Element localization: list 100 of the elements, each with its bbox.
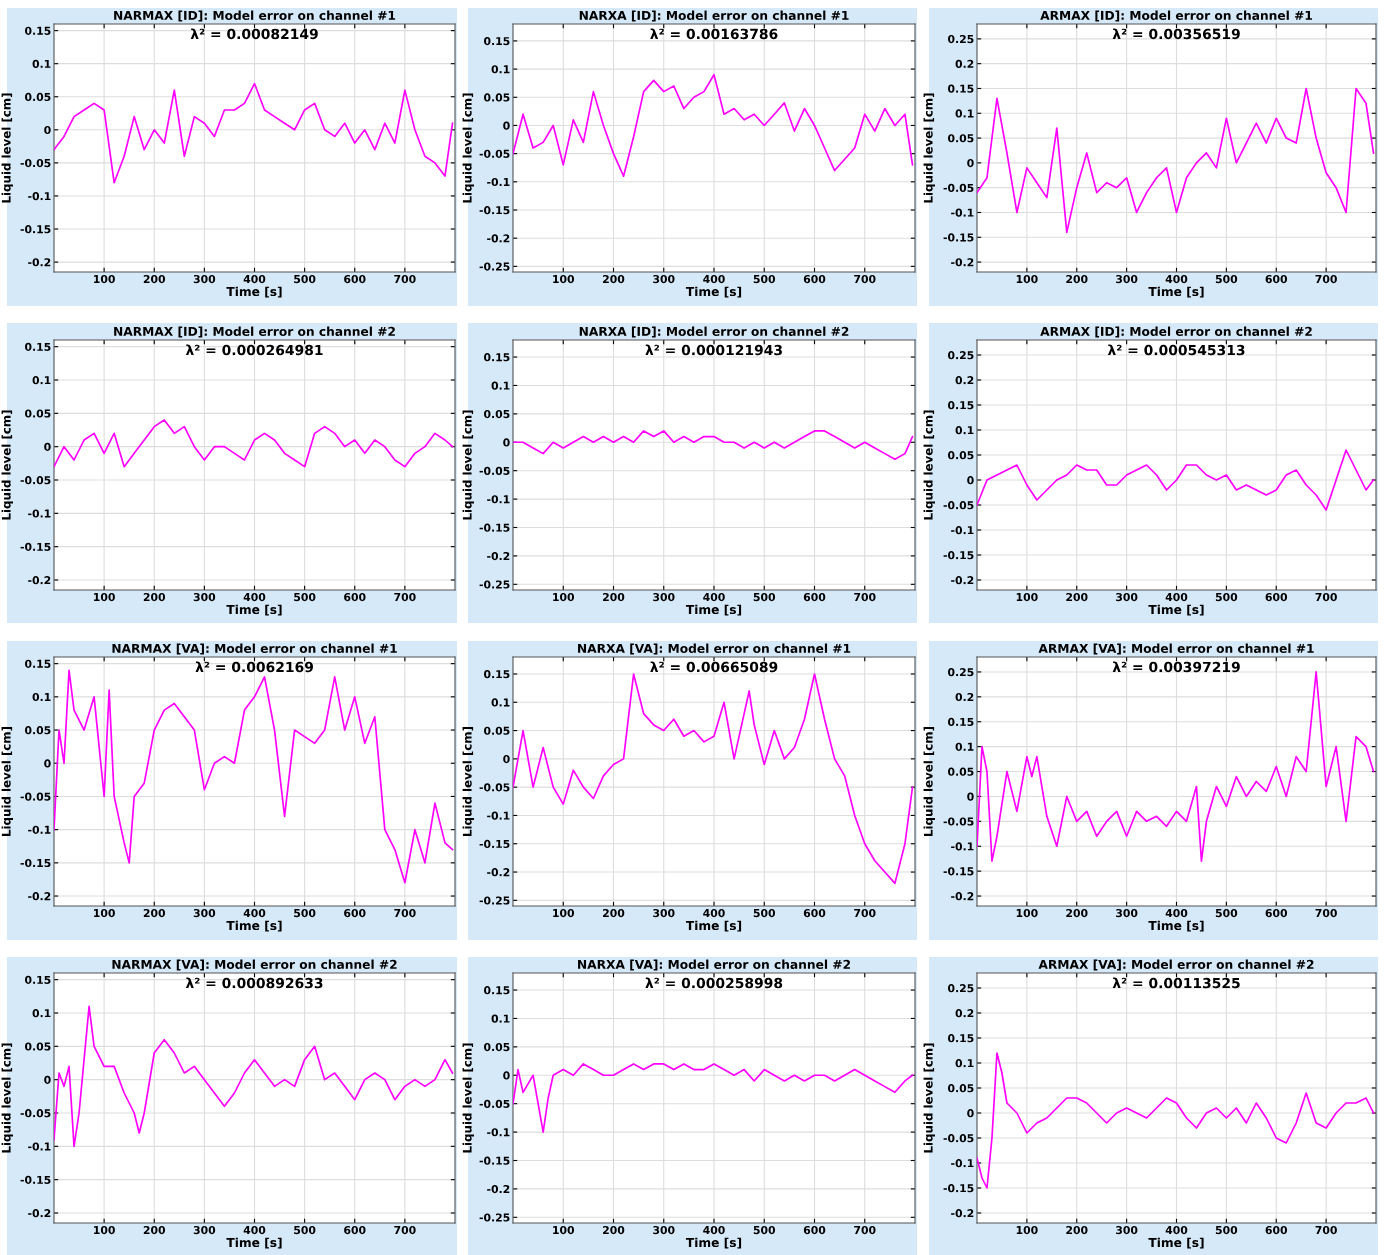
y-tick-label: 0.05 [948, 451, 974, 460]
x-tick-label: 200 [1066, 274, 1088, 284]
x-tick-label: 100 [553, 592, 575, 602]
x-tick-label: 400 [703, 908, 725, 918]
y-tick-label: -0.1 [487, 177, 510, 187]
x-tick-label: 500 [294, 592, 316, 602]
y-tick-label: -0.2 [951, 576, 974, 585]
x-axis-title: Time [s] [226, 1237, 282, 1249]
y-axis-title: Liquid level [cm] [923, 93, 935, 203]
x-tick-label: 300 [193, 274, 216, 284]
y-tick-label: 0.1 [955, 426, 974, 435]
x-axis-title: Time [s] [685, 1237, 742, 1249]
y-tick-label: -0.1 [951, 1159, 974, 1168]
y-tick-label: -0.05 [943, 817, 974, 826]
y-tick-label: -0.1 [28, 509, 51, 518]
x-tick-label: 400 [1165, 592, 1188, 602]
x-tick-label: 100 [94, 592, 115, 602]
y-tick-label: -0.15 [479, 206, 510, 215]
x-tick-label: 100 [1016, 908, 1038, 918]
y-tick-label: 0.25 [948, 668, 974, 677]
y-tick-label: -0.15 [943, 233, 974, 242]
y-tick-label: -0.05 [943, 501, 974, 510]
x-axis-title: Time [s] [226, 604, 282, 616]
y-tick-label: 0.15 [948, 84, 974, 93]
x-tick-label: 200 [143, 592, 166, 602]
y-tick-label: 0.05 [484, 726, 510, 735]
y-tick-label: -0.1 [951, 842, 974, 851]
x-tick-label: 700 [854, 274, 876, 284]
x-tick-label: 600 [344, 274, 366, 284]
x-axis-title: Time [s] [226, 286, 282, 298]
y-axis-title: Liquid level [cm] [1, 1043, 13, 1153]
y-tick-label: 0.2 [955, 59, 974, 68]
x-tick-label: 300 [1116, 1225, 1138, 1235]
x-tick-label: 200 [1066, 908, 1088, 918]
x-tick-label: 400 [703, 592, 725, 602]
y-tick-label: -0.2 [28, 258, 51, 267]
y-tick-label: -0.25 [479, 1213, 510, 1222]
annotation: λ² = 0.00113525 [1112, 977, 1240, 989]
y-tick-label: -0.15 [479, 1156, 510, 1165]
y-tick-label: -0.05 [479, 1099, 510, 1108]
y-tick-label: -0.15 [943, 1184, 974, 1193]
x-tick-label: 700 [394, 1225, 416, 1235]
x-tick-label: 300 [653, 274, 675, 284]
y-tick-label: 0.15 [948, 401, 974, 410]
x-tick-label: 600 [803, 908, 826, 918]
y-tick-label: -0.05 [20, 158, 51, 168]
y-tick-label: 0.1 [955, 109, 974, 118]
y-tick-label: -0.05 [20, 1109, 51, 1118]
x-tick-label: 200 [603, 1225, 625, 1235]
chart-title: ARMAX [ID]: Model error on channel #1 [1040, 10, 1312, 22]
y-tick-label: -0.2 [951, 892, 974, 901]
x-axis-title: Time [s] [685, 920, 742, 932]
y-tick-label: 0 [967, 1109, 974, 1118]
y-axis-title: Liquid level [cm] [462, 93, 474, 203]
x-tick-label: 400 [1165, 1225, 1188, 1235]
y-tick-label: -0.25 [479, 896, 510, 905]
y-tick-label: 0.1 [955, 742, 974, 751]
y-tick-label: 0.2 [955, 692, 974, 702]
x-tick-label: 200 [143, 274, 166, 284]
x-tick-label: 100 [553, 274, 575, 284]
x-axis-title: Time [s] [1148, 920, 1204, 932]
x-tick-label: 200 [1066, 592, 1088, 602]
y-tick-label: -0.1 [28, 1142, 51, 1151]
y-tick-label: 0.05 [25, 726, 51, 735]
y-axis-title: Liquid level [cm] [1, 93, 13, 203]
x-tick-label: 400 [703, 1225, 725, 1235]
y-tick-label: 0.25 [948, 984, 974, 993]
x-tick-label: 100 [94, 1225, 115, 1235]
y-tick-label: -0.2 [28, 892, 51, 901]
chart-title: NARXA [VA]: Model error on channel #2 [578, 959, 851, 971]
x-tick-label: 500 [1215, 908, 1238, 918]
y-tick-label: 0.2 [955, 376, 974, 385]
y-tick-label: 0.05 [25, 409, 51, 418]
y-tick-label: -0.2 [28, 576, 51, 585]
x-tick-label: 600 [1265, 908, 1288, 918]
x-tick-label: 700 [394, 274, 416, 284]
x-axis-title: Time [s] [1148, 604, 1204, 616]
y-tick-label: -0.05 [20, 476, 51, 485]
x-tick-label: 600 [344, 1225, 366, 1235]
annotation: λ² = 0.000892633 [185, 977, 323, 989]
x-tick-label: 700 [1315, 592, 1337, 602]
annotation: λ² = 0.00082149 [190, 28, 318, 40]
x-tick-label: 300 [653, 592, 675, 602]
x-tick-label: 700 [394, 908, 416, 918]
x-axis-title: Time [s] [685, 604, 742, 616]
y-axis-title: Liquid level [cm] [462, 727, 474, 836]
x-tick-label: 100 [94, 908, 115, 918]
x-tick-label: 500 [753, 592, 776, 602]
x-tick-label: 600 [344, 592, 366, 602]
x-tick-label: 600 [803, 274, 826, 284]
x-tick-label: 500 [294, 274, 316, 284]
y-tick-label: 0.1 [491, 698, 510, 707]
x-tick-label: 200 [603, 274, 625, 284]
x-tick-label: 200 [143, 908, 166, 918]
x-tick-label: 500 [1215, 592, 1238, 602]
y-tick-label: -0.2 [487, 868, 510, 877]
x-tick-label: 400 [703, 274, 725, 284]
x-axis-title: Time [s] [1148, 286, 1204, 298]
y-tick-label: 0.05 [948, 134, 974, 143]
y-tick-label: 0.15 [948, 1034, 974, 1043]
